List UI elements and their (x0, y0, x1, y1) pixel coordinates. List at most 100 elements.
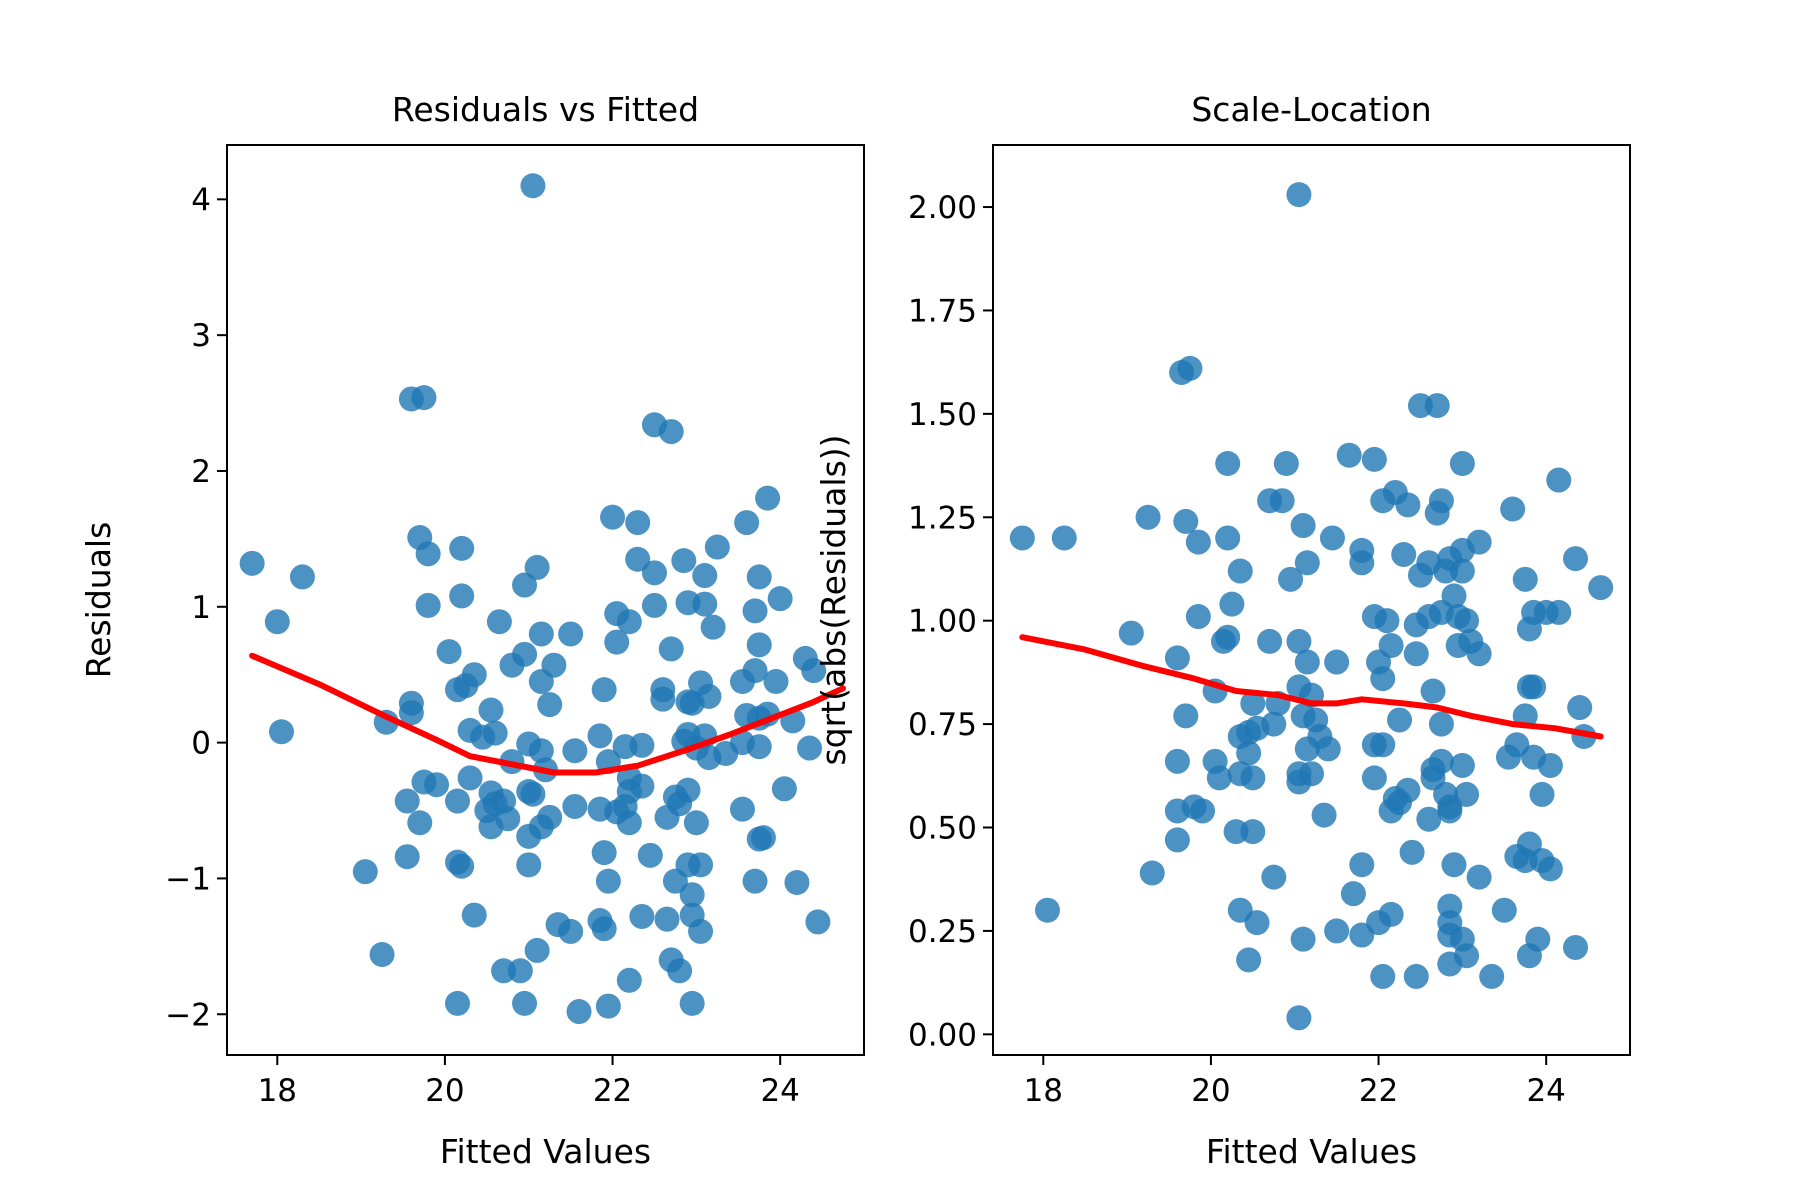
panel-1-y-tick-label-2: 0 (191, 726, 211, 762)
panel-1-point-124 (394, 844, 420, 870)
panel-2-point-165 (1479, 963, 1505, 989)
panel-2-point-140 (1466, 864, 1492, 890)
panel-2-point-153 (1349, 922, 1375, 948)
panel-1-point-33 (528, 621, 554, 647)
panel-1-point-48 (729, 668, 755, 694)
panel-1-point-36 (604, 629, 630, 655)
panel-1-point-61 (398, 700, 424, 726)
panel-1-point-135 (742, 868, 768, 894)
panel-1-point-127 (516, 852, 542, 878)
panel-1-point-137 (679, 882, 705, 908)
panel-2-point-104 (1286, 769, 1312, 795)
panel-2-point-145 (1034, 897, 1060, 923)
panel-2-y-tick-label-1: 0.25 (908, 914, 977, 950)
panel-1-point-0 (520, 173, 546, 199)
panel-1-point-25 (641, 592, 667, 618)
panel-1-point-63 (478, 697, 504, 723)
panel-1-point-112 (729, 796, 755, 822)
panel-1-point-111 (562, 793, 588, 819)
panel-1-point-23 (449, 583, 475, 609)
panel-1-point-2 (411, 385, 437, 411)
panel-2-point-18 (1424, 500, 1450, 526)
panel-2-point-84 (1567, 695, 1593, 721)
panel-1-point-57 (537, 692, 563, 718)
panel-2-points (1009, 182, 1614, 1031)
panel-1-point-132 (352, 859, 378, 885)
panel-2-point-124 (1190, 798, 1216, 824)
panel-2-point-136 (1537, 856, 1563, 882)
panel-2-point-8 (1273, 451, 1299, 476)
panel-1-point-16 (671, 548, 697, 574)
panel-1-point-7 (625, 510, 651, 536)
panel-2-point-0 (1286, 182, 1312, 208)
panel-2-point-61 (1286, 628, 1312, 654)
panel-2-point-10 (1546, 467, 1572, 493)
panel-1-point-22 (767, 586, 793, 612)
panel-1-point-159 (679, 990, 705, 1016)
panel-1-point-84 (746, 734, 772, 760)
panel-1-point-149 (524, 937, 550, 963)
panel-1-y-tick-label-6: 4 (191, 182, 211, 218)
panel-2-point-5 (1336, 442, 1362, 468)
panel-2-point-137 (1399, 839, 1425, 865)
panel-2-point-54 (1374, 608, 1400, 634)
panel-1-point-103 (394, 788, 420, 814)
panel-1-point-120 (683, 810, 709, 836)
panel-1-smoother-line (249, 652, 846, 776)
panel-2-point-161 (1454, 943, 1480, 969)
panel-1-point-129 (637, 842, 663, 868)
panel-2-point-56 (1516, 616, 1542, 642)
panel-1-plot: 18 20 22 24 −2 −1 0 1 2 3 4 Residuals vs Fitted Fitt… (79, 90, 865, 1171)
panel-1-point-30 (486, 609, 512, 635)
panel-2-point-44 (1219, 591, 1245, 617)
panel-2-point-20 (1173, 508, 1199, 534)
panel-2-point-26 (1319, 525, 1345, 551)
panel-1-point-20 (746, 564, 772, 590)
panel-2-point-37 (1449, 558, 1475, 584)
panel-1-point-21 (512, 572, 538, 598)
panel-2-point-142 (1261, 864, 1287, 890)
panel-2-smoother-line (1019, 634, 1604, 740)
panel-1-point-156 (512, 990, 538, 1016)
panel-1-point-122 (750, 825, 776, 851)
panel-2-title: Scale-Location (1191, 90, 1431, 129)
panel-2-point-35 (1407, 562, 1433, 588)
panel-2-point-19 (1135, 504, 1161, 530)
panel-2-point-24 (1185, 529, 1211, 555)
panel-2-point-21 (1290, 513, 1316, 539)
panel-2-y-tick-label-5: 1.25 (908, 500, 977, 536)
panel-1-point-15 (625, 546, 651, 572)
panel-1-point-82 (612, 734, 638, 760)
panel-1-point-94 (424, 772, 450, 798)
panel-2-point-31 (1449, 537, 1475, 563)
panel-2-point-113 (1164, 748, 1190, 774)
panel-1-point-71 (482, 720, 508, 746)
panel-2-point-114 (1240, 765, 1266, 791)
panel-2-point-45 (1185, 604, 1211, 630)
panel-2-point-128 (1437, 798, 1463, 824)
panel-2-x-tick-label-3: 24 (1526, 1073, 1565, 1109)
panel-1-axes-frame (226, 144, 865, 1056)
panel-1-point-152 (616, 967, 642, 993)
panel-1-point-6 (600, 504, 626, 530)
panel-1-point-131 (688, 852, 714, 878)
panel-1-point-8 (734, 510, 760, 536)
panel-2-y-tick-label-0: 0.00 (908, 1017, 977, 1053)
panel-1-point-80 (587, 723, 613, 749)
panel-2-point-52 (1546, 599, 1572, 625)
panel-2-point-17 (1500, 496, 1526, 522)
panel-2-point-77 (1240, 690, 1266, 716)
panel-2-point-88 (1261, 711, 1287, 737)
panel-1-point-138 (461, 902, 487, 928)
panel-1-y-tick-label-0: −2 (165, 997, 211, 1033)
panel-2-y-tick-label-8: 2.00 (908, 190, 977, 226)
panel-2-point-64 (1466, 641, 1492, 667)
panel-2-point-2 (1177, 355, 1203, 381)
panel-1-point-19 (692, 563, 718, 589)
panel-2-point-40 (1278, 566, 1304, 592)
panel-1-point-119 (654, 804, 680, 830)
panel-1-point-158 (595, 993, 621, 1019)
panel-1-points (239, 173, 831, 1025)
panel-2-y-tick-label-7: 1.75 (908, 293, 977, 329)
